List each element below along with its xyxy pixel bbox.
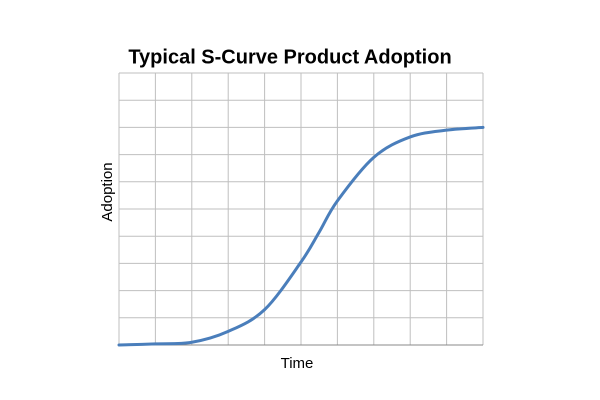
y-axis-label: Adoption [99,162,116,221]
chart-title: Typical S-Curve Product Adoption [128,46,451,68]
x-axis-label: Time [281,355,314,372]
series-line [117,125,485,347]
